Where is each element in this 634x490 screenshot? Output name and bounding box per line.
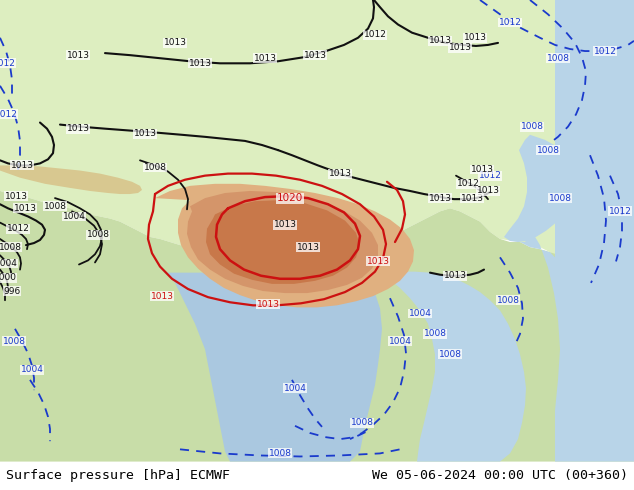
Text: 1012: 1012 [0,110,18,119]
Text: 1004: 1004 [0,259,18,268]
Text: 1008: 1008 [496,296,519,305]
Text: 1012: 1012 [479,171,501,180]
Text: 1013: 1013 [254,54,276,63]
Text: 1012: 1012 [498,18,521,27]
Polygon shape [0,0,634,276]
Text: 1013: 1013 [188,59,212,68]
Text: 1008: 1008 [3,337,25,345]
Polygon shape [380,271,526,462]
Text: 1008: 1008 [269,449,292,458]
Text: 1004: 1004 [389,337,411,345]
Text: 1004: 1004 [63,212,86,221]
Text: 1013: 1013 [4,192,27,200]
Polygon shape [165,259,382,462]
Text: 1013: 1013 [273,220,297,229]
Text: 1012: 1012 [456,179,479,188]
Text: 1008: 1008 [548,194,571,202]
Text: 1008: 1008 [143,163,167,172]
Text: 1004: 1004 [20,365,44,374]
Text: 1012: 1012 [0,59,15,68]
Polygon shape [155,184,414,307]
Text: 1013: 1013 [366,257,389,266]
Text: 1013: 1013 [13,204,37,213]
Polygon shape [0,191,634,462]
Text: 1008: 1008 [536,146,559,155]
Polygon shape [187,191,378,293]
Text: 1008: 1008 [351,418,373,427]
Text: 1013: 1013 [297,243,320,252]
Text: 1013: 1013 [463,33,486,42]
Text: 1013: 1013 [429,36,451,46]
Text: 996: 996 [3,287,21,295]
Text: 1004: 1004 [408,309,432,318]
Text: 1008: 1008 [44,202,67,211]
Text: 1008: 1008 [521,122,543,131]
Text: 1004: 1004 [283,384,306,392]
Text: 1008: 1008 [547,54,569,63]
Text: 1013: 1013 [460,194,484,202]
Text: 1013: 1013 [67,124,89,133]
Text: 1013: 1013 [448,44,472,52]
Text: 1020: 1020 [277,193,303,203]
Text: 1013: 1013 [164,38,186,48]
Text: 1013: 1013 [477,187,500,196]
Text: 1013: 1013 [429,194,451,202]
Text: 1008: 1008 [439,350,462,359]
Polygon shape [520,0,634,462]
Polygon shape [504,135,575,242]
Text: 1013: 1013 [257,300,280,309]
Text: 1013: 1013 [470,165,493,174]
Text: 1000: 1000 [0,273,16,282]
Text: Surface pressure [hPa] ECMWF: Surface pressure [hPa] ECMWF [6,469,230,482]
Text: 1013: 1013 [67,50,89,60]
Text: 1012: 1012 [609,207,631,216]
Text: 1013: 1013 [304,50,327,60]
Text: 1012: 1012 [363,30,387,39]
Text: 1013: 1013 [11,161,34,170]
Text: 1013: 1013 [444,271,467,280]
Text: 1013: 1013 [328,169,351,178]
Polygon shape [206,200,360,284]
Text: 1008: 1008 [424,329,446,339]
Text: 1013: 1013 [134,129,157,138]
Text: 1012: 1012 [593,47,616,55]
Text: 1008: 1008 [0,243,22,252]
Text: 1013: 1013 [150,292,174,301]
Text: 1008: 1008 [86,230,110,240]
Text: We 05-06-2024 00:00 UTC (00+360): We 05-06-2024 00:00 UTC (00+360) [372,469,628,482]
Polygon shape [0,166,142,194]
Text: 1012: 1012 [6,224,29,233]
